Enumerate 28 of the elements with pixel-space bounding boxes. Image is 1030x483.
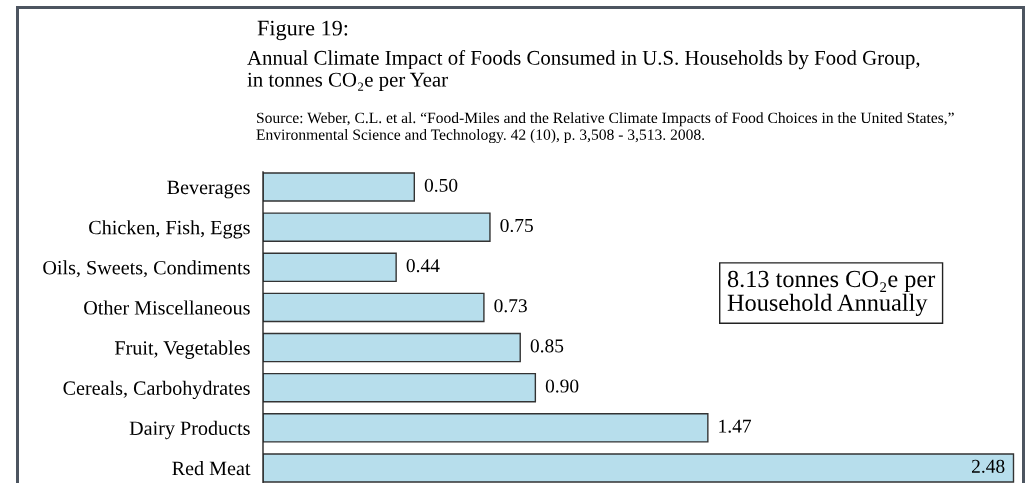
y-tick-label: Other Miscellaneous — [84, 300, 250, 315]
y-tick-label: Chicken, Fish, Eggs — [89, 220, 250, 239]
annotation: 8.13 tonnes CO₂e per Household Annually — [727, 270, 936, 316]
y-tick-label: Cereals, Carbohydrates — [63, 380, 250, 400]
bar — [263, 212, 491, 242]
bar — [263, 172, 416, 202]
y-tick-label: Fruit, Vegetables — [114, 340, 250, 359]
chart-subtitle: Annual Climate Impact of Foods Consumed in U.S. Households by Food Group, in tonnes CO₂e per Year — [247, 50, 920, 91]
bar — [263, 453, 1015, 483]
data-label: 0.73 — [494, 299, 527, 313]
y-tick-label: Dairy Products — [129, 420, 250, 440]
y-tick-label: Oils, Sweets, Condiments — [43, 260, 250, 278]
data-label: 0.44 — [406, 259, 440, 273]
bar — [263, 372, 537, 403]
bar — [263, 292, 485, 323]
data-label: 1.47 — [719, 419, 752, 433]
data-label: 2.48 — [971, 459, 1005, 473]
chart-title: Figure 19: — [257, 20, 348, 41]
data-label: 0.85 — [530, 339, 564, 353]
data-label: 0.90 — [545, 379, 579, 393]
bar — [263, 332, 521, 363]
y-tick-label: Red Meat — [172, 461, 251, 476]
bar — [263, 413, 709, 443]
y-tick-label: Beverages — [167, 180, 250, 199]
data-label: 0.75 — [500, 218, 533, 233]
data-label: 0.50 — [424, 178, 458, 192]
source-note: Source: Weber, C.L. et al. “Food-Miles and the Relative Climate Impacts of Food Choices in the United States,” Environmental Science and Technology. 42 (10), p. 3,508 - 3,513. 2008. — [256, 112, 954, 144]
bar — [263, 252, 397, 283]
